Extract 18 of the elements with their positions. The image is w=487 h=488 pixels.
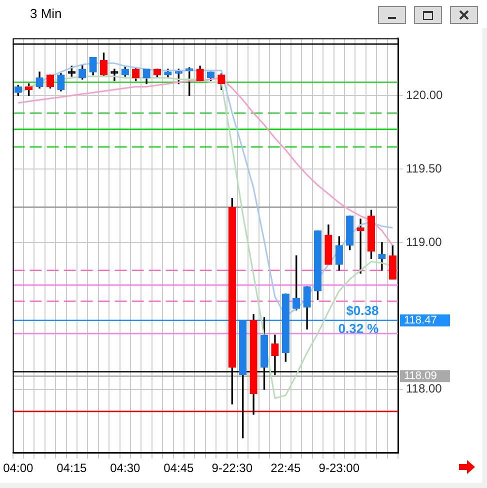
- chart-title: 3 Min: [30, 6, 62, 21]
- y-tick-label: 118.00: [406, 382, 442, 396]
- y-tick-label: 119.50: [406, 161, 442, 176]
- y-tick-label: 119.00: [406, 234, 442, 249]
- x-tick-label: 04:15: [56, 461, 87, 476]
- x-tick-label: 9-22:30: [212, 461, 253, 476]
- y-tick-label: 120.00: [406, 88, 444, 102]
- annotation: $0.38: [346, 302, 379, 318]
- x-tick-label: 9-23:00: [318, 461, 360, 476]
- annotation: 0.32 %: [338, 320, 380, 336]
- x-tick-label: 04:30: [110, 461, 140, 476]
- x-tick-label: 22:45: [270, 461, 301, 476]
- candlestick: [356, 218, 364, 274]
- x-tick-label: 04:45: [164, 461, 194, 476]
- ref-line-label: 118.47: [404, 314, 437, 326]
- ref-line-label: 118.09: [404, 370, 437, 382]
- x-tick-label: 04:00: [3, 461, 34, 476]
- candlestick: [378, 242, 386, 271]
